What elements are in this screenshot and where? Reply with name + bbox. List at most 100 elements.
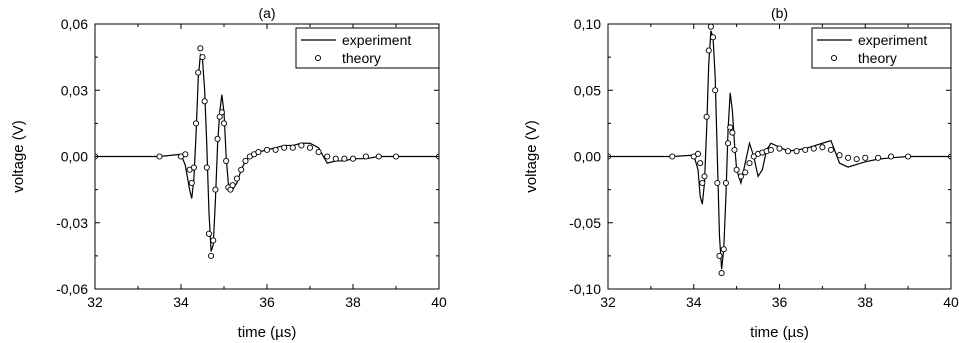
x-tick-label: 34	[173, 294, 189, 310]
series-experiment-line	[95, 52, 439, 252]
x-tick-label: 36	[259, 294, 275, 310]
y-tick-label: 0,05	[574, 82, 601, 98]
theory-point	[776, 145, 783, 152]
theory-point	[716, 252, 723, 259]
theory-point	[238, 166, 245, 173]
theory-point	[197, 45, 204, 52]
theory-point	[697, 160, 704, 167]
theory-point	[737, 173, 744, 180]
theory-point	[709, 34, 717, 41]
y-tick-label: 0,10	[574, 16, 601, 32]
theory-point	[208, 252, 215, 259]
theory-point	[733, 166, 740, 173]
legend-box	[295, 27, 440, 69]
x-tick-label: 40	[943, 294, 959, 310]
theory-point	[229, 182, 236, 189]
legend-box	[811, 27, 952, 69]
x-tick-label: 32	[600, 294, 616, 310]
theory-point	[188, 179, 195, 187]
theory-point	[214, 135, 221, 142]
y-tick-label: -0,10	[569, 281, 601, 297]
theory-point	[199, 54, 206, 61]
theory-point	[810, 145, 817, 152]
theory-point	[220, 120, 228, 127]
legend-marker-sample	[314, 54, 322, 62]
x-tick-label: 32	[87, 294, 103, 310]
theory-point	[905, 153, 912, 160]
theory-point	[712, 87, 719, 94]
plot-area	[608, 24, 951, 277]
x-tick-label: 36	[772, 294, 788, 310]
theory-point	[802, 146, 809, 153]
theory-point	[725, 140, 732, 147]
theory-point	[182, 151, 189, 158]
theory-point	[156, 153, 163, 160]
theory-point	[223, 157, 230, 164]
y-tick-label: 0,03	[61, 82, 88, 98]
chart-panel-b: 32 34 36 38 40 -0,10 -0,05 0,00 0,05 0,10 time (µs…	[523, 5, 959, 341]
theory-point	[298, 142, 305, 149]
legend-marker-sample	[830, 54, 838, 62]
theory-point	[862, 154, 869, 161]
y-tick-label: 0,06	[61, 16, 88, 32]
theory-point	[887, 153, 895, 160]
theory-point	[324, 153, 331, 160]
theory-point	[827, 146, 835, 153]
theory-point	[746, 160, 753, 167]
theory-point	[714, 179, 721, 187]
theory-point	[218, 109, 225, 116]
x-tick-label: 38	[345, 294, 361, 310]
theory-point	[392, 153, 400, 160]
legend: experiment theory	[811, 27, 952, 69]
x-tick-label: 40	[431, 294, 447, 310]
theory-point	[727, 124, 734, 131]
theory-point	[703, 113, 710, 120]
theory-point	[190, 164, 197, 171]
theory-point	[705, 47, 712, 54]
theory-point	[212, 186, 219, 193]
plot-area	[95, 45, 439, 259]
theory-point	[853, 156, 860, 163]
theory-point	[242, 157, 249, 164]
theory-point	[192, 120, 200, 127]
theory-point	[341, 155, 348, 162]
theory-point	[201, 98, 208, 105]
theory-point	[722, 179, 729, 187]
theory-point	[718, 270, 725, 277]
theory-point	[362, 153, 369, 160]
theory-point	[210, 237, 217, 244]
theory-point	[669, 153, 676, 160]
theory-point	[729, 129, 736, 136]
y-tick-label: 0,00	[61, 149, 88, 165]
legend-label-theory: theory	[858, 50, 897, 66]
y-tick-label: 0,00	[574, 149, 601, 165]
theory-point	[349, 155, 357, 162]
theory-point	[720, 246, 727, 253]
y-axis-title: voltage (V)	[10, 120, 27, 193]
y-axis-title: voltage (V)	[523, 120, 540, 193]
theory-point	[375, 153, 382, 160]
y-tick-label: -0,05	[569, 215, 601, 231]
theory-point	[203, 164, 210, 171]
legend-label-theory: theory	[342, 50, 381, 66]
panel-label: (a)	[258, 5, 275, 21]
theory-point	[836, 152, 843, 159]
theory-point	[731, 146, 738, 153]
x-axis-title: time (µs)	[750, 324, 809, 341]
legend: experiment theory	[295, 27, 440, 69]
theory-point	[767, 146, 774, 153]
theory-point	[875, 154, 882, 161]
theory-point	[233, 175, 240, 182]
theory-point	[707, 24, 714, 30]
theory-point	[255, 149, 262, 156]
theory-point	[819, 144, 826, 151]
theory-point	[694, 150, 702, 157]
theory-point	[845, 154, 852, 161]
theory-point	[272, 146, 279, 153]
theory-point	[306, 144, 314, 151]
theory-point	[195, 69, 202, 76]
theory-point	[699, 179, 706, 187]
x-axis-title: time (µs)	[238, 324, 297, 341]
